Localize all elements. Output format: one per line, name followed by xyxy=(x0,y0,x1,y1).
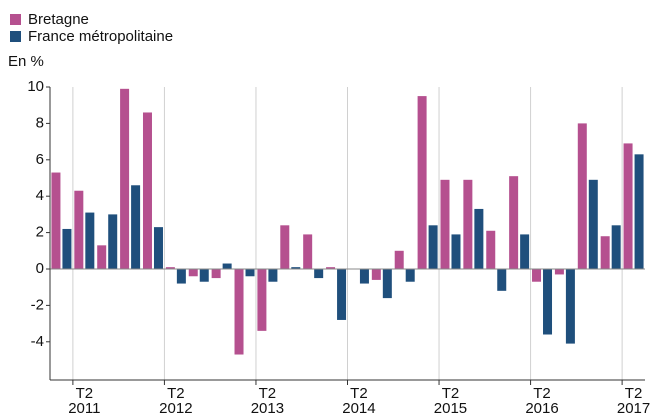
legend-label: Bretagne xyxy=(28,11,89,28)
bar xyxy=(85,212,95,269)
bar xyxy=(234,268,244,355)
bar xyxy=(634,154,644,269)
bar xyxy=(577,123,587,269)
bar xyxy=(176,268,186,284)
y-axis-label: En % xyxy=(8,53,44,70)
x-tick-label: T2 2011 xyxy=(68,385,100,414)
bar xyxy=(405,268,415,282)
x-tick-label: T2 2013 xyxy=(251,385,284,414)
bar xyxy=(497,268,507,291)
bar xyxy=(509,176,519,269)
y-tick-label: -4 xyxy=(31,333,44,350)
bar xyxy=(600,236,610,269)
bar xyxy=(623,143,633,269)
bar xyxy=(153,227,163,269)
bar xyxy=(314,268,324,279)
bar xyxy=(291,267,301,269)
bar xyxy=(120,88,130,269)
bar xyxy=(268,268,278,282)
bar xyxy=(108,214,118,269)
bar xyxy=(280,225,290,269)
y-tick-label: -2 xyxy=(31,296,44,313)
bar xyxy=(520,234,530,269)
legend-label: France métropolitaine xyxy=(28,28,173,45)
bar xyxy=(440,179,450,269)
bar xyxy=(62,228,72,269)
y-tick-label: 2 xyxy=(36,224,44,241)
bar xyxy=(474,208,484,269)
x-tick-label: T2 2016 xyxy=(525,385,558,414)
x-tick-label: T2 2015 xyxy=(434,385,467,414)
bar xyxy=(463,179,473,269)
y-tick-label: 8 xyxy=(36,114,44,131)
bar xyxy=(486,230,496,269)
bar xyxy=(554,268,564,275)
bar xyxy=(417,96,427,269)
bar xyxy=(565,268,575,344)
bar xyxy=(74,190,84,269)
bar xyxy=(188,268,198,277)
bar xyxy=(97,245,107,269)
bar xyxy=(359,268,369,284)
bar xyxy=(199,268,209,282)
bar xyxy=(303,234,313,269)
y-tick-label: 0 xyxy=(36,260,44,277)
x-tick-label: T2 2012 xyxy=(159,385,192,414)
bar xyxy=(142,112,152,269)
legend-swatch xyxy=(10,31,21,42)
bar xyxy=(532,268,542,282)
bar xyxy=(337,268,347,320)
bar xyxy=(222,263,232,269)
legend-swatch xyxy=(10,14,21,25)
bar xyxy=(257,268,267,331)
bar xyxy=(382,268,392,299)
bar xyxy=(451,234,461,269)
bar xyxy=(211,268,221,279)
bar xyxy=(371,268,381,280)
bar xyxy=(51,172,61,269)
bar xyxy=(245,268,255,277)
y-tick-label: 4 xyxy=(36,187,44,204)
bar xyxy=(394,250,404,269)
y-tick-label: 6 xyxy=(36,151,44,168)
x-tick-label: T2 2014 xyxy=(342,385,375,414)
bar xyxy=(428,225,438,269)
bar xyxy=(326,267,336,269)
bar xyxy=(165,267,175,269)
x-tick-label: T2 2017 xyxy=(617,385,650,414)
bar xyxy=(543,268,553,335)
bar xyxy=(131,185,141,269)
y-tick-label: 10 xyxy=(27,78,44,95)
bar xyxy=(588,179,598,269)
bar xyxy=(611,225,621,269)
